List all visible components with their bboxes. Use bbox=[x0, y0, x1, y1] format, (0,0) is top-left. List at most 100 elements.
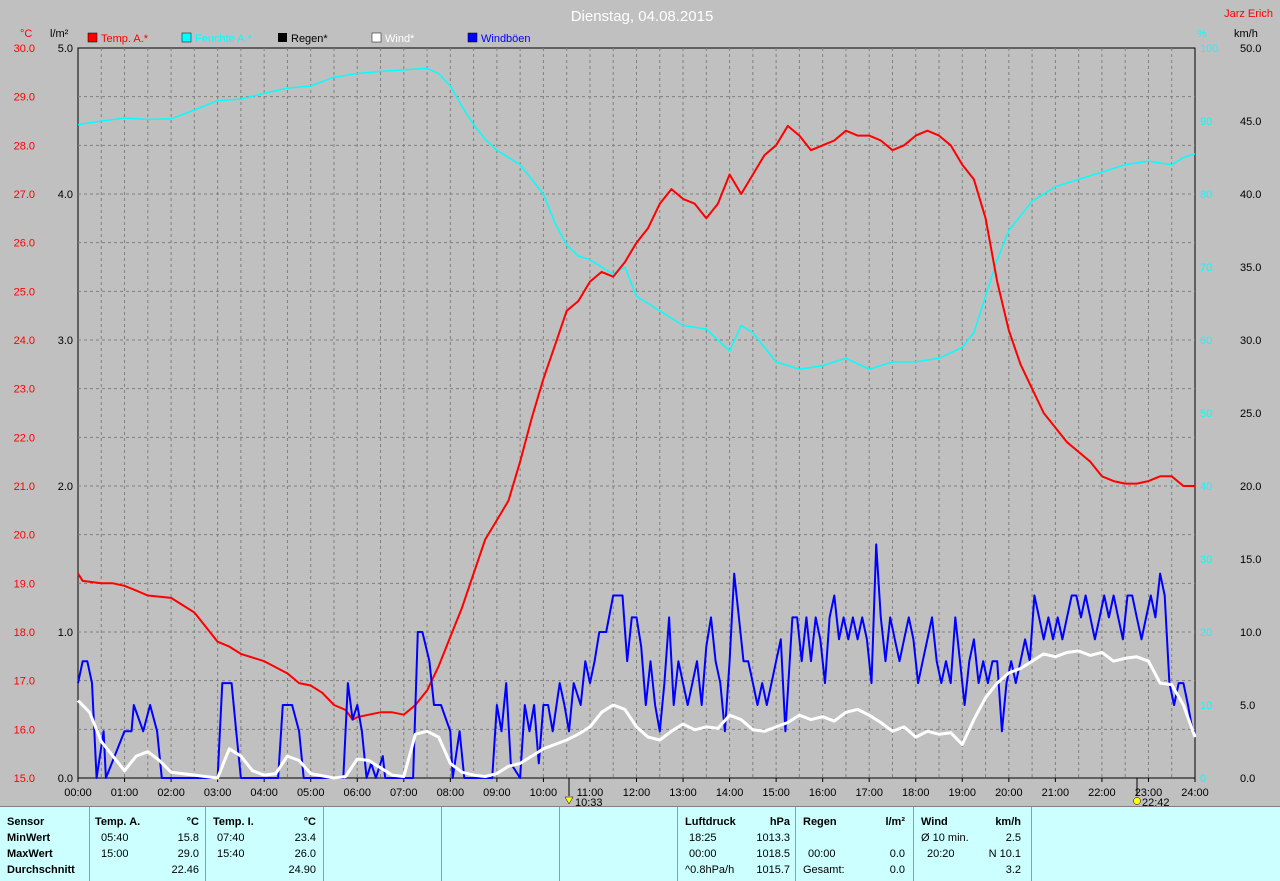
y-axis-ticks: 30.0 29.0 28.0 27.0 26.0 25.0 24.0 23.0 22.0 21.0… bbox=[14, 43, 1262, 785]
temp-tick-label: 19.0 bbox=[14, 578, 35, 590]
luftdruck-max-value: 1018.5 bbox=[756, 848, 790, 860]
x-tick-label: 24:00 bbox=[1181, 787, 1209, 799]
wind-line bbox=[76, 649, 1197, 780]
humidity-tick-label: 40 bbox=[1200, 481, 1212, 493]
x-tick-label: 10:00 bbox=[530, 787, 558, 799]
x-tick-label: 09:00 bbox=[483, 787, 511, 799]
humidity-tick-label: 50 bbox=[1200, 408, 1212, 420]
x-tick-label: 11:00 bbox=[577, 787, 604, 799]
temp-a-max-value: 29.0 bbox=[177, 848, 199, 860]
x-tick-label: 17:00 bbox=[855, 787, 883, 799]
x-axis-ticks: 00:00 01:00 02:00 03:00 04:00 05:00 06:00 07:00… bbox=[64, 778, 1209, 799]
wind-tick-label: 5.0 bbox=[1240, 700, 1255, 712]
sensor-header: Sensor bbox=[7, 816, 45, 828]
temp-tick-label: 24.0 bbox=[14, 335, 35, 347]
sunset-marker: 22:42 bbox=[1133, 778, 1170, 806]
wind-avg10-value: 2.5 bbox=[1005, 832, 1021, 844]
legend: Temp. A.* Feuchte A.* Regen* Wind* Windb… bbox=[87, 32, 531, 45]
durchschnitt-label: Durchschnitt bbox=[7, 864, 75, 876]
temp-a-line bbox=[77, 124, 1195, 721]
minwert-label: MinWert bbox=[7, 832, 51, 844]
regen-total-value: 0.0 bbox=[889, 864, 905, 876]
rain-tick-label: 2.0 bbox=[58, 481, 73, 493]
legend-label-rain: Regen* bbox=[291, 33, 328, 45]
temp-tick-label: 27.0 bbox=[14, 189, 35, 201]
regen-unit: l/m² bbox=[885, 816, 905, 828]
temp-i-min-value: 23.4 bbox=[294, 832, 316, 844]
temp-i-column: Temp. I. °C 07:40 23.4 15:40 26.0 24.90 bbox=[206, 807, 324, 881]
x-tick-label: 07:00 bbox=[390, 787, 418, 799]
luftdruck-column: Luftdruck hPa 18:25 1013.3 00:00 1018.5 … bbox=[678, 807, 796, 881]
x-tick-label: 20:00 bbox=[995, 787, 1023, 799]
temp-tick-label: 23.0 bbox=[14, 384, 35, 396]
temp-i-average: 24.90 bbox=[288, 864, 316, 876]
temp-a-min-time: 05:40 bbox=[101, 832, 129, 844]
legend-item-temp-a: Temp. A.* bbox=[87, 32, 149, 45]
temp-tick-label: 26.0 bbox=[14, 238, 35, 250]
humidity-tick-label: 30 bbox=[1200, 554, 1212, 566]
humidity-tick-label: 90 bbox=[1200, 116, 1212, 128]
wind-column: Wind km/h Ø 10 min. 2.5 20:20 N 10.1 3.2 bbox=[914, 807, 1032, 881]
wind-tick-label: 25.0 bbox=[1240, 408, 1261, 420]
x-tick-label: 03:00 bbox=[204, 787, 232, 799]
humidity-tick-label: 20 bbox=[1200, 627, 1212, 639]
wind-max-time: 20:20 bbox=[927, 848, 955, 860]
maxwert-label: MaxWert bbox=[7, 848, 53, 860]
wind-tick-label: 20.0 bbox=[1240, 481, 1261, 493]
temp-i-max-time: 15:40 bbox=[217, 848, 245, 860]
x-tick-label: 18:00 bbox=[902, 787, 930, 799]
temp-i-min-time: 07:40 bbox=[217, 832, 245, 844]
x-tick-label: 05:00 bbox=[297, 787, 325, 799]
x-tick-label: 21:00 bbox=[1042, 787, 1070, 799]
legend-item-rain: Regen* bbox=[278, 33, 328, 45]
humidity-unit-label: % bbox=[1197, 28, 1207, 40]
luftdruck-min-value: 1013.3 bbox=[756, 832, 790, 844]
temp-a-max-time: 15:00 bbox=[101, 848, 129, 860]
rain-tick-label: 5.0 bbox=[58, 43, 73, 55]
rain-tick-label: 3.0 bbox=[58, 335, 73, 347]
legend-label-wind: Wind* bbox=[385, 33, 415, 45]
x-tick-label: 06:00 bbox=[343, 787, 371, 799]
temp-tick-label: 30.0 bbox=[14, 43, 35, 55]
wind-unit: km/h bbox=[995, 816, 1021, 828]
temp-unit-label: °C bbox=[20, 28, 32, 40]
statistics-panel: Sensor MinWert MaxWert Durchschnitt Temp… bbox=[0, 806, 1280, 881]
wind-max-value: N 10.1 bbox=[988, 848, 1021, 860]
temp-tick-label: 17.0 bbox=[14, 676, 35, 688]
legend-item-gusts: Windböen bbox=[467, 32, 531, 45]
temp-tick-label: 16.0 bbox=[14, 724, 35, 736]
luftdruck-max-time: 00:00 bbox=[689, 848, 717, 860]
temp-a-column: Temp. A. °C 05:40 15.8 15:00 29.0 22.46 bbox=[90, 807, 206, 881]
temp-i-unit: °C bbox=[303, 816, 316, 828]
x-tick-label: 02:00 bbox=[157, 787, 185, 799]
humidity-tick-label: 80 bbox=[1200, 189, 1212, 201]
wind-tick-label: 45.0 bbox=[1240, 116, 1261, 128]
sunrise-marker: 10:33 bbox=[564, 778, 603, 806]
wind-tick-label: 10.0 bbox=[1240, 627, 1261, 639]
temp-a-min-value: 15.8 bbox=[177, 832, 199, 844]
wind-avg10-label: Ø 10 min. bbox=[921, 832, 969, 844]
regen-title: Regen bbox=[803, 816, 837, 828]
x-tick-label: 19:00 bbox=[949, 787, 977, 799]
wind-tick-label: 0.0 bbox=[1240, 773, 1255, 785]
luftdruck-unit: hPa bbox=[769, 816, 790, 828]
x-tick-label: 16:00 bbox=[809, 787, 837, 799]
temp-tick-label: 21.0 bbox=[14, 481, 35, 493]
x-tick-label: 00:00 bbox=[64, 787, 92, 799]
sunset-icon bbox=[1133, 797, 1141, 805]
temp-tick-label: 28.0 bbox=[14, 140, 35, 152]
grid bbox=[78, 48, 1195, 778]
wind-tick-label: 50.0 bbox=[1240, 43, 1261, 55]
series-group bbox=[76, 67, 1197, 780]
rain-tick-label: 0.0 bbox=[58, 773, 73, 785]
legend-item-humidity: Feuchte A.* bbox=[181, 32, 253, 45]
temp-a-average: 22.46 bbox=[171, 864, 199, 876]
temp-i-title: Temp. I. bbox=[213, 816, 254, 828]
temp-a-unit: °C bbox=[186, 816, 199, 828]
humidity-tick-label: 100 bbox=[1200, 43, 1218, 55]
humidity-tick-label: 70 bbox=[1200, 262, 1212, 274]
humidity-tick-label: 60 bbox=[1200, 335, 1212, 347]
wind-average: 3.2 bbox=[1005, 864, 1021, 876]
x-tick-label: 14:00 bbox=[716, 787, 744, 799]
wind-tick-label: 15.0 bbox=[1240, 554, 1261, 566]
